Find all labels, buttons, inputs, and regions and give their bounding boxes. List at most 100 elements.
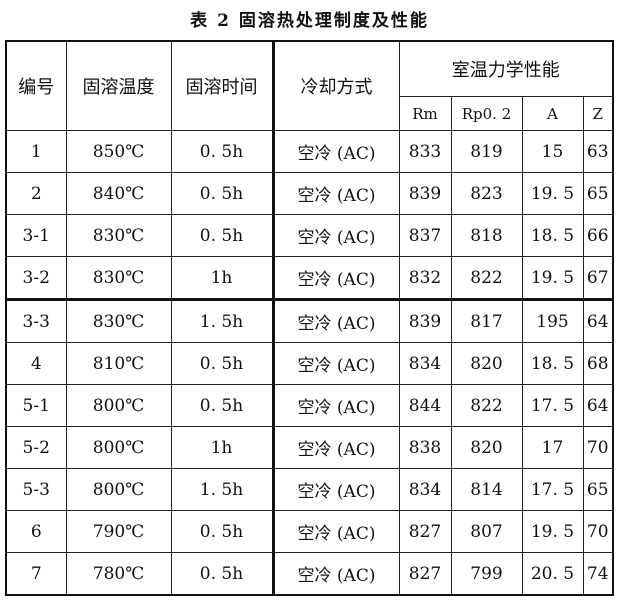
cell-rp: 817 — [450, 299, 523, 343]
cell-rp: 823 — [450, 172, 523, 215]
cell-time: 1h — [170, 256, 275, 301]
cell-a: 19. 5 — [521, 256, 584, 301]
cell-id: 6 — [5, 510, 67, 553]
cell-a: 18. 5 — [521, 342, 584, 385]
cell-z: 64 — [582, 299, 614, 343]
cell-time: 0. 5h — [170, 214, 275, 257]
cell-rm: 833 — [398, 130, 452, 173]
cell-time: 1. 5h — [170, 299, 275, 343]
table-row: 1 850℃ 0. 5h 空冷 (AC) 833 819 15 63 — [5, 130, 614, 173]
cell-z: 67 — [582, 256, 614, 301]
table-row: 5-3 800℃ 1. 5h 空冷 (AC) 834 814 17. 5 65 — [5, 468, 614, 511]
cell-cooling: 空冷 (AC) — [272, 299, 400, 343]
cell-rm: 832 — [398, 256, 452, 301]
cell-rp: 820 — [450, 426, 523, 469]
cell-rm: 834 — [398, 468, 452, 511]
cell-z: 63 — [582, 130, 614, 173]
cell-a: 18. 5 — [521, 214, 584, 257]
cell-time: 0. 5h — [170, 172, 275, 215]
header-rm: Rm — [398, 96, 452, 131]
cell-a: 17 — [521, 426, 584, 469]
table-row: 5-1 800℃ 0. 5h 空冷 (AC) 844 822 17. 5 64 — [5, 384, 614, 427]
cell-id: 4 — [5, 342, 67, 385]
cell-temp: 800℃ — [65, 426, 172, 469]
cell-temp: 800℃ — [65, 468, 172, 511]
cell-rm: 839 — [398, 172, 452, 215]
cell-temp: 840℃ — [65, 172, 172, 215]
cell-rm: 834 — [398, 342, 452, 385]
header-a: A — [521, 96, 584, 131]
cell-a: 17. 5 — [521, 468, 584, 511]
header-temp: 固溶温度 — [65, 40, 172, 131]
cell-rm: 838 — [398, 426, 452, 469]
table-row: 6 790℃ 0. 5h 空冷 (AC) 827 807 19. 5 70 — [5, 510, 614, 553]
cell-time: 1. 5h — [170, 468, 275, 511]
cell-z: 70 — [582, 510, 614, 553]
cell-temp: 850℃ — [65, 130, 172, 173]
cell-id: 5-2 — [5, 426, 67, 469]
cell-id: 2 — [5, 172, 67, 215]
cell-temp: 780℃ — [65, 552, 172, 596]
cell-z: 68 — [582, 342, 614, 385]
cell-temp: 830℃ — [65, 299, 172, 343]
cell-cooling: 空冷 (AC) — [272, 172, 400, 215]
cell-rm: 827 — [398, 552, 452, 596]
table-row: 4 810℃ 0. 5h 空冷 (AC) 834 820 18. 5 68 — [5, 342, 614, 385]
cell-temp: 830℃ — [65, 256, 172, 301]
cell-rp: 820 — [450, 342, 523, 385]
cell-rp: 818 — [450, 214, 523, 257]
cell-z: 66 — [582, 214, 614, 257]
table-row: 3-1 830℃ 0. 5h 空冷 (AC) 837 818 18. 5 66 — [5, 214, 614, 257]
cell-rm: 827 — [398, 510, 452, 553]
header-rp: Rp0. 2 — [450, 96, 523, 131]
cell-a: 19. 5 — [521, 510, 584, 553]
cell-rp: 822 — [450, 256, 523, 301]
cell-a: 19. 5 — [521, 172, 584, 215]
header-properties: 室温力学性能 — [398, 40, 614, 97]
cell-rp: 807 — [450, 510, 523, 553]
cell-time: 0. 5h — [170, 342, 275, 385]
cell-cooling: 空冷 (AC) — [272, 426, 400, 469]
cell-cooling: 空冷 (AC) — [272, 468, 400, 511]
cell-id: 5-1 — [5, 384, 67, 427]
cell-temp: 830℃ — [65, 214, 172, 257]
cell-z: 65 — [582, 172, 614, 215]
cell-temp: 800℃ — [65, 384, 172, 427]
cell-z: 70 — [582, 426, 614, 469]
cell-rm: 837 — [398, 214, 452, 257]
cell-a: 195 — [521, 299, 584, 343]
cell-time: 0. 5h — [170, 384, 275, 427]
cell-temp: 790℃ — [65, 510, 172, 553]
header-time: 固溶时间 — [170, 40, 275, 131]
cell-rp: 819 — [450, 130, 523, 173]
cell-cooling: 空冷 (AC) — [272, 510, 400, 553]
header-z: Z — [582, 96, 614, 131]
cell-rp: 822 — [450, 384, 523, 427]
cell-id: 3-2 — [5, 256, 67, 301]
cell-id: 3-1 — [5, 214, 67, 257]
cell-id: 1 — [5, 130, 67, 173]
table-row: 3-3 830℃ 1. 5h 空冷 (AC) 839 817 195 64 — [5, 299, 614, 343]
cell-rp: 799 — [450, 552, 523, 596]
cell-id: 3-3 — [5, 299, 67, 343]
cell-z: 74 — [582, 552, 614, 596]
table-row: 2 840℃ 0. 5h 空冷 (AC) 839 823 19. 5 65 — [5, 172, 614, 215]
header-cooling: 冷却方式 — [272, 40, 400, 131]
cell-temp: 810℃ — [65, 342, 172, 385]
cell-z: 64 — [582, 384, 614, 427]
cell-cooling: 空冷 (AC) — [272, 256, 400, 301]
cell-time: 0. 5h — [170, 510, 275, 553]
table-row: 7 780℃ 0. 5h 空冷 (AC) 827 799 20. 5 74 — [5, 552, 614, 596]
table-row: 3-2 830℃ 1h 空冷 (AC) 832 822 19. 5 67 — [5, 256, 614, 301]
cell-time: 0. 5h — [170, 552, 275, 596]
cell-cooling: 空冷 (AC) — [272, 214, 400, 257]
cell-a: 15 — [521, 130, 584, 173]
header-id: 编号 — [5, 40, 67, 131]
cell-rm: 844 — [398, 384, 452, 427]
cell-cooling: 空冷 (AC) — [272, 552, 400, 596]
cell-cooling: 空冷 (AC) — [272, 342, 400, 385]
cell-cooling: 空冷 (AC) — [272, 130, 400, 173]
cell-id: 5-3 — [5, 468, 67, 511]
table-row: 5-2 800℃ 1h 空冷 (AC) 838 820 17 70 — [5, 426, 614, 469]
cell-z: 65 — [582, 468, 614, 511]
